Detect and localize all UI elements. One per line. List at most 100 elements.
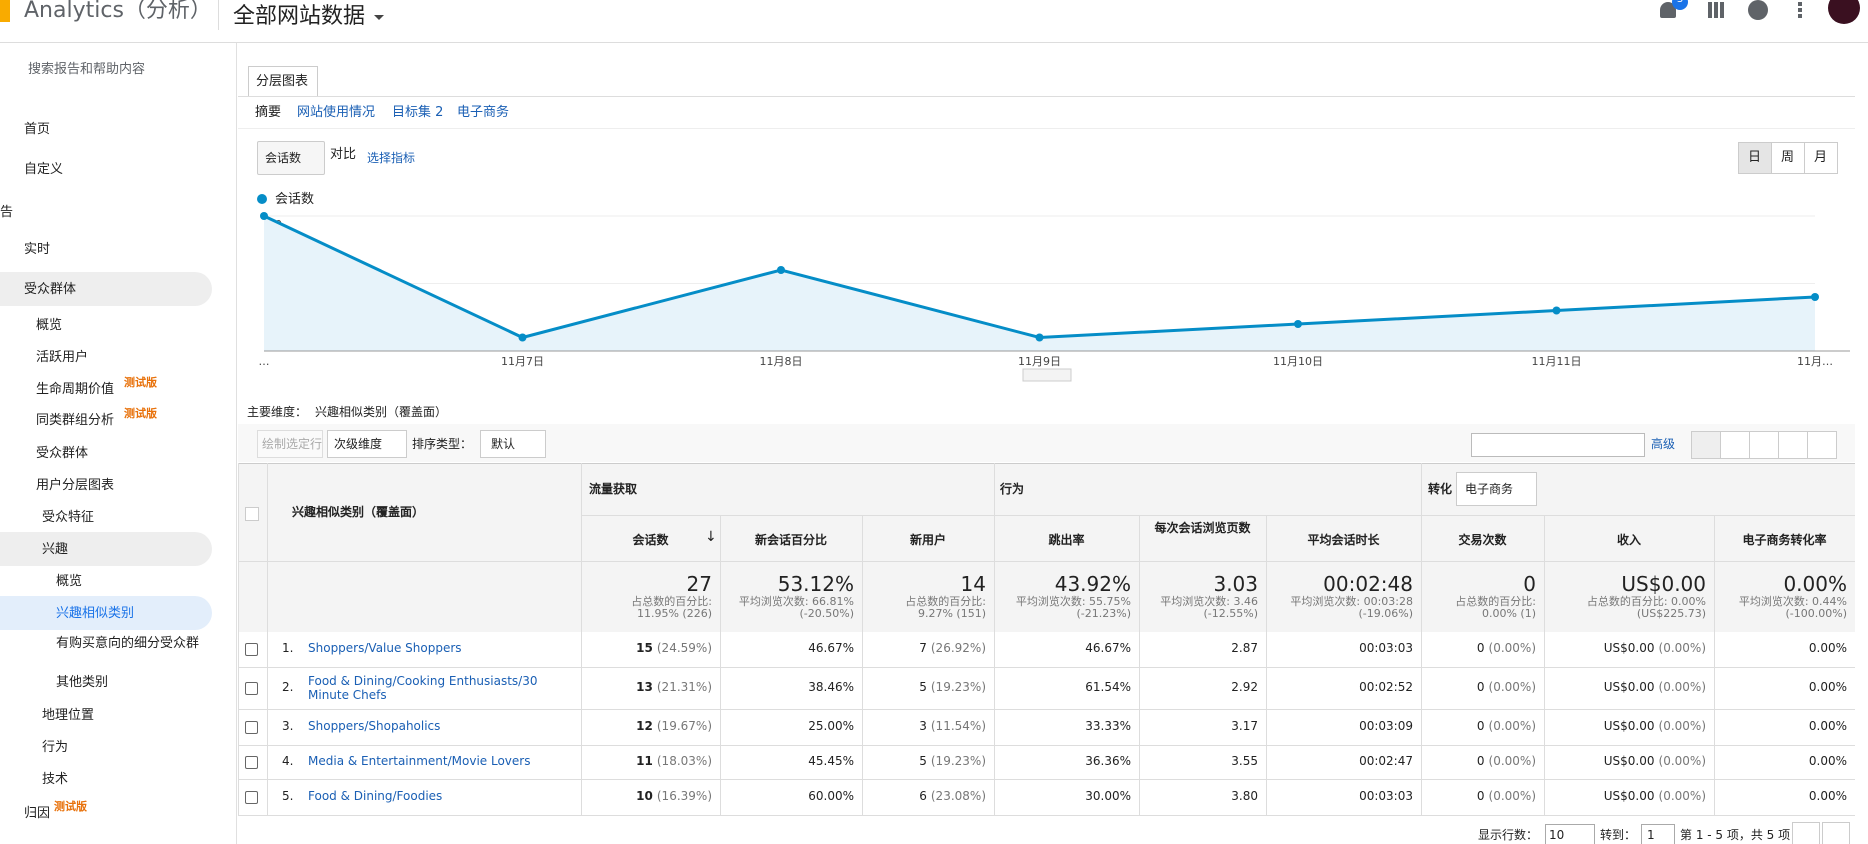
sidebar-item[interactable]: 同类群组分析 <box>36 413 115 428</box>
sub-tab[interactable]: 摘要 <box>255 105 282 120</box>
cell: 0 (0.00%) <box>1421 641 1536 655</box>
view-icon[interactable] <box>1778 431 1808 459</box>
x-tick-label: 11月9日 <box>1018 355 1061 368</box>
period-label[interactable]: 日 <box>1748 150 1762 165</box>
column-header[interactable]: 平均会话时长 <box>1307 533 1380 547</box>
sidebar-item[interactable]: 首页 <box>24 122 51 137</box>
row-checkbox[interactable] <box>245 643 258 656</box>
cell-percent: (21.31%) <box>656 680 712 694</box>
sidebar-item[interactable]: 实时 <box>24 242 51 257</box>
column-header[interactable]: 跳出率 <box>1048 533 1085 547</box>
row-index: 1. <box>282 641 294 655</box>
period-button[interactable] <box>1804 142 1838 174</box>
sidebar-item[interactable]: 受众特征 <box>42 510 95 525</box>
column-header[interactable]: 交易次数 <box>1458 533 1507 547</box>
sidebar-item[interactable]: 受众群体 <box>24 282 77 297</box>
sidebar-item[interactable]: 行为 <box>42 740 69 755</box>
cell: 12 (19.67%) <box>581 719 712 733</box>
sidebar-item[interactable]: 自定义 <box>24 162 64 177</box>
cell: 6 (23.08%) <box>862 789 986 803</box>
metric-label[interactable]: 会话数 <box>265 151 302 165</box>
total-note: 11.95% (226) <box>636 607 712 620</box>
rows-select[interactable] <box>1545 824 1595 844</box>
column-header[interactable]: 每次会话浏览页数 <box>1154 521 1251 535</box>
period-label[interactable]: 周 <box>1781 150 1795 165</box>
period-label[interactable]: 月 <box>1814 150 1828 165</box>
row-checkbox[interactable] <box>245 791 258 804</box>
column-line <box>267 463 268 815</box>
total-note: 占总数的百分比: 0.00% <box>1586 595 1706 608</box>
rows-value[interactable]: 10 <box>1549 828 1565 842</box>
sidebar-item[interactable]: 受众群体 <box>36 446 89 461</box>
cell: 5 (19.23%) <box>862 680 986 694</box>
button[interactable] <box>327 430 407 458</box>
main-tab[interactable]: 分层图表 <box>256 74 309 89</box>
goto-value[interactable]: 1 <box>1647 828 1655 842</box>
cell: 0 (0.00%) <box>1421 719 1536 733</box>
column-header[interactable]: 新用户 <box>909 533 946 547</box>
select-metric[interactable]: 选择指标 <box>367 151 416 165</box>
next-button[interactable] <box>1822 822 1850 844</box>
apps-icon[interactable] <box>1708 2 1724 18</box>
view-icon[interactable] <box>1691 431 1721 459</box>
help-icon[interactable] <box>1748 0 1768 20</box>
conversion-label[interactable]: 电子商务 <box>1465 482 1514 496</box>
sidebar-search[interactable]: 搜索报告和帮助内容 <box>28 62 146 77</box>
sub-tab[interactable]: 网站使用情况 <box>297 105 376 120</box>
sidebar-item[interactable]: 生命周期价值 <box>36 382 115 397</box>
sub-tab[interactable]: 电子商务 <box>457 105 510 120</box>
row-name[interactable]: Food & Dining/Cooking Enthusiasts/30 Min… <box>308 674 538 703</box>
row-name[interactable]: Shoppers/Shopaholics <box>308 719 441 733</box>
button[interactable] <box>480 430 546 458</box>
sidebar-item[interactable]: 技术 <box>42 772 69 787</box>
conversion-select[interactable] <box>1456 472 1537 506</box>
sidebar-item[interactable]: 告 <box>0 205 14 220</box>
column-header[interactable]: 收入 <box>1616 533 1641 547</box>
view-icon[interactable] <box>1749 431 1779 459</box>
row-checkbox[interactable] <box>245 756 258 769</box>
row-name[interactable]: Media & Entertainment/Movie Lovers <box>308 754 531 768</box>
row-line <box>238 709 1855 710</box>
sidebar-item[interactable]: 有购买意向的细分受众群 <box>56 636 200 651</box>
column-header[interactable]: 会话数 <box>632 533 669 547</box>
cell: 0.00% <box>1808 680 1847 694</box>
column-header[interactable]: 电子商务转化率 <box>1742 533 1827 547</box>
sort-type[interactable]: 默认 <box>491 437 516 451</box>
header-checkbox[interactable] <box>245 507 259 521</box>
metric-select[interactable] <box>257 141 325 175</box>
sidebar <box>0 43 237 844</box>
plot-rows[interactable]: 绘制选定行 <box>262 437 323 451</box>
prev-button[interactable] <box>1792 822 1820 844</box>
app-name: Analytics（分析） <box>24 0 212 23</box>
goto-label: 转到： <box>1600 828 1637 842</box>
total-note: (-100.00%) <box>1785 607 1848 620</box>
view-selector[interactable]: 全部网站数据 <box>233 4 366 29</box>
column-header[interactable]: 新会话百分比 <box>754 533 827 547</box>
sidebar-item[interactable]: 兴趣相似类别 <box>56 606 135 621</box>
sidebar-item[interactable]: 归因 <box>24 806 51 821</box>
cell: 11 (18.03%) <box>581 754 712 768</box>
bell-icon[interactable] <box>1660 2 1676 18</box>
sidebar-item[interactable]: 概览 <box>36 318 63 333</box>
sidebar-item[interactable]: 兴趣 <box>42 542 69 557</box>
view-icon[interactable] <box>1720 431 1750 459</box>
goto-input[interactable] <box>1641 824 1675 844</box>
rows-label: 显示行数： <box>1478 828 1539 842</box>
advanced-link[interactable]: 高级 <box>1651 437 1676 451</box>
sidebar-item[interactable]: 地理位置 <box>42 708 95 723</box>
row-name[interactable]: Shoppers/Value Shoppers <box>308 641 462 655</box>
sidebar-item[interactable]: 其他类别 <box>56 675 109 690</box>
cell: US$0.00 (0.00%) <box>1544 641 1706 655</box>
sidebar-item[interactable]: 活跃用户 <box>36 350 89 365</box>
sidebar-item[interactable]: 概览 <box>56 574 83 589</box>
sidebar-item[interactable]: 用户分层图表 <box>36 478 115 493</box>
row-checkbox[interactable] <box>245 682 258 695</box>
row-checkbox[interactable] <box>245 721 258 734</box>
view-icon[interactable] <box>1807 431 1837 459</box>
secondary-dimension[interactable]: 次级维度 <box>334 437 383 451</box>
search-input[interactable] <box>1471 433 1645 457</box>
sub-tab[interactable]: 目标集 2 <box>392 105 444 120</box>
row-name[interactable]: Food & Dining/Foodies <box>308 789 443 803</box>
row-line <box>238 815 1855 816</box>
more-icon[interactable] <box>1798 2 1802 18</box>
